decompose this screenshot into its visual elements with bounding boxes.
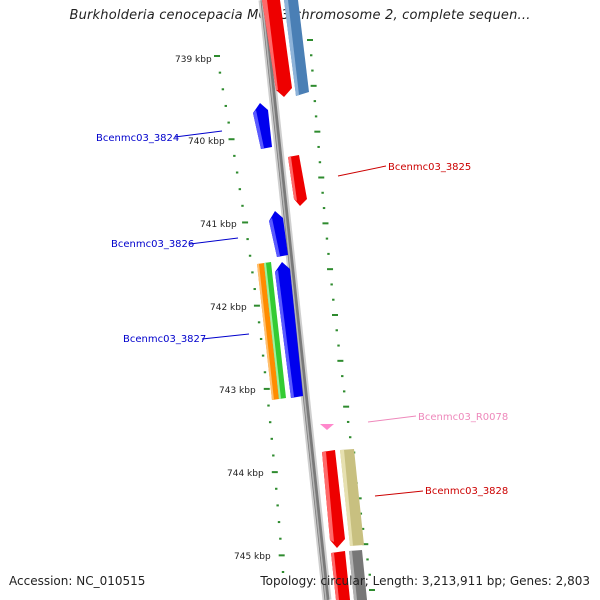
gene-feature-bcenmc03-3824[interactable] bbox=[253, 103, 272, 149]
gene-label-bcenmc03-3824[interactable]: Bcenmc03_3824 bbox=[96, 133, 179, 144]
tick-mark bbox=[341, 375, 344, 378]
tick-mark bbox=[348, 436, 352, 439]
tick-mark bbox=[221, 88, 225, 91]
tick-label-744: 744 kbp bbox=[227, 469, 264, 479]
tick-mark bbox=[272, 454, 275, 457]
tick-mark bbox=[368, 573, 371, 576]
chromosome-backbone bbox=[258, 0, 332, 600]
tick-mark bbox=[263, 387, 270, 390]
gene-feature-bcenmc03-3827[interactable] bbox=[275, 262, 303, 398]
tick-mark bbox=[314, 115, 318, 118]
tick-mark bbox=[318, 176, 325, 179]
tick-mark bbox=[327, 268, 334, 271]
accession-text: Accession: NC_010515 bbox=[9, 574, 146, 588]
tick-mark bbox=[257, 321, 261, 324]
tick-mark bbox=[337, 359, 344, 362]
tick-label-743: 743 kbp bbox=[219, 386, 256, 396]
tick-mark bbox=[276, 504, 279, 507]
tick-mark bbox=[369, 589, 375, 591]
tick-mark bbox=[359, 512, 363, 515]
tick-mark bbox=[235, 171, 239, 174]
tick-mark bbox=[263, 371, 267, 374]
tick-label-745: 745 kbp bbox=[234, 552, 271, 562]
tick-mark bbox=[325, 237, 329, 240]
gene-feature-bcenmc03-3826[interactable] bbox=[269, 211, 288, 257]
gene-label-bcenmc03-3825[interactable]: Bcenmc03_3825 bbox=[388, 162, 471, 173]
tick-mark bbox=[251, 271, 254, 274]
tick-mark bbox=[311, 69, 314, 72]
tick-label-741: 741 kbp bbox=[200, 220, 237, 230]
tick-mark bbox=[322, 207, 326, 210]
tick-mark bbox=[271, 471, 278, 474]
tick-mark bbox=[277, 521, 281, 524]
tick-mark bbox=[343, 405, 350, 408]
tick-mark bbox=[361, 527, 365, 530]
tick-mark bbox=[346, 420, 350, 423]
tick-mark bbox=[335, 329, 338, 332]
tick-mark bbox=[224, 104, 227, 107]
gene-label-bcenmc03-3827[interactable]: Bcenmc03_3827 bbox=[123, 334, 206, 345]
tick-mark bbox=[227, 121, 230, 124]
tick-mark bbox=[307, 39, 313, 41]
gene-feature-bcenmc03-r0078[interactable] bbox=[320, 424, 334, 430]
tick-label-739: 739 kbp bbox=[175, 55, 212, 65]
gene-label-bcenmc03-r0078[interactable]: Bcenmc03_R0078 bbox=[418, 412, 508, 423]
tick-mark bbox=[309, 54, 313, 57]
tick-labels: 739 kbp 740 kbp 741 kbp 742 kbp 743 kbp … bbox=[175, 55, 271, 562]
tick-mark bbox=[214, 55, 220, 57]
tick-mark bbox=[238, 188, 242, 191]
tick-mark bbox=[314, 130, 321, 133]
tick-mark bbox=[242, 221, 249, 224]
gene-label-bcenmc03-3826[interactable]: Bcenmc03_3826 bbox=[111, 239, 194, 250]
map-title: Burkholderia cenocepacia MC0-3 chromosom… bbox=[69, 8, 531, 23]
sequence-summary: Topology: circular; Length: 3,213,911 bp… bbox=[260, 574, 590, 588]
tick-mark bbox=[267, 404, 270, 407]
tick-mark bbox=[270, 437, 273, 440]
gene-feature-bcenmc03-3825[interactable] bbox=[288, 155, 307, 206]
tick-mark bbox=[322, 222, 329, 225]
tick-mark bbox=[275, 487, 278, 490]
tick-mark bbox=[261, 354, 265, 357]
tick-mark bbox=[332, 314, 338, 316]
tick-label-740: 740 kbp bbox=[188, 137, 225, 147]
tick-mark bbox=[259, 337, 263, 340]
tick-dots-inner bbox=[214, 55, 285, 573]
tick-mark bbox=[241, 204, 244, 207]
tick-mark bbox=[330, 283, 333, 286]
tick-mark bbox=[321, 191, 324, 194]
tick-mark bbox=[228, 138, 235, 141]
tick-mark bbox=[253, 288, 256, 291]
tick-mark bbox=[317, 145, 320, 148]
tick-mark bbox=[337, 344, 340, 347]
gene-features bbox=[253, 0, 367, 600]
tick-mark bbox=[248, 254, 252, 257]
tick-mark bbox=[278, 554, 285, 557]
tick-mark bbox=[313, 100, 317, 103]
tick-mark bbox=[279, 537, 282, 540]
gene-labels: Bcenmc03_3824 Bcenmc03_3825 Bcenmc03_382… bbox=[96, 133, 508, 497]
tick-mark bbox=[246, 238, 249, 241]
tick-mark bbox=[268, 421, 272, 424]
tick-mark bbox=[281, 571, 285, 573]
gene-label-bcenmc03-3828[interactable]: Bcenmc03_3828 bbox=[425, 486, 508, 497]
tick-mark bbox=[253, 304, 260, 307]
tick-mark bbox=[218, 71, 222, 74]
leader-lines bbox=[174, 130, 424, 497]
tick-mark bbox=[366, 558, 369, 561]
tick-mark bbox=[362, 543, 369, 546]
tick-mark bbox=[310, 84, 317, 87]
tick-mark bbox=[318, 161, 322, 164]
tick-mark bbox=[332, 298, 335, 301]
tick-mark bbox=[342, 390, 346, 393]
tick-mark bbox=[233, 154, 236, 157]
tick-label-742: 742 kbp bbox=[210, 303, 247, 313]
tick-mark bbox=[327, 252, 330, 255]
